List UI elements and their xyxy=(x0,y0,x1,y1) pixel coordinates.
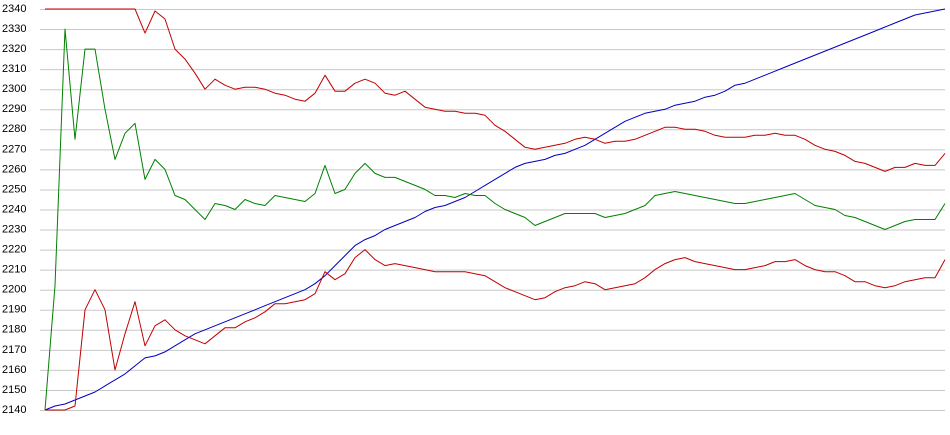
series-line xyxy=(44,8,946,411)
y-tick-label: 2270 xyxy=(2,143,26,155)
y-tick-label: 2330 xyxy=(2,23,26,35)
y-tick-label: 2300 xyxy=(2,83,26,95)
y-tick-label: 2230 xyxy=(2,223,26,235)
y-tick-label: 2280 xyxy=(2,123,26,135)
y-tick-label: 2170 xyxy=(2,344,26,356)
y-tick-label: 2250 xyxy=(2,183,26,195)
y-tick-label: 2160 xyxy=(2,364,26,376)
y-tick-label: 2140 xyxy=(2,404,26,416)
y-tick-label: 2260 xyxy=(2,163,26,175)
y-tick-label: 2200 xyxy=(2,284,26,296)
series-line xyxy=(44,28,946,411)
y-tick-label: 2290 xyxy=(2,103,26,115)
y-tick-label: 2190 xyxy=(2,304,26,316)
y-tick-label: 2210 xyxy=(2,264,26,276)
y-tick-label: 2340 xyxy=(2,3,26,15)
y-tick-label: 2320 xyxy=(2,43,26,55)
y-tick-label: 2150 xyxy=(2,384,26,396)
y-tick-label: 2180 xyxy=(2,324,26,336)
y-tick-label: 2220 xyxy=(2,244,26,256)
y-tick-label: 2310 xyxy=(2,63,26,75)
y-tick-label: 2240 xyxy=(2,203,26,215)
series-line xyxy=(45,8,946,172)
series-line xyxy=(45,249,946,411)
